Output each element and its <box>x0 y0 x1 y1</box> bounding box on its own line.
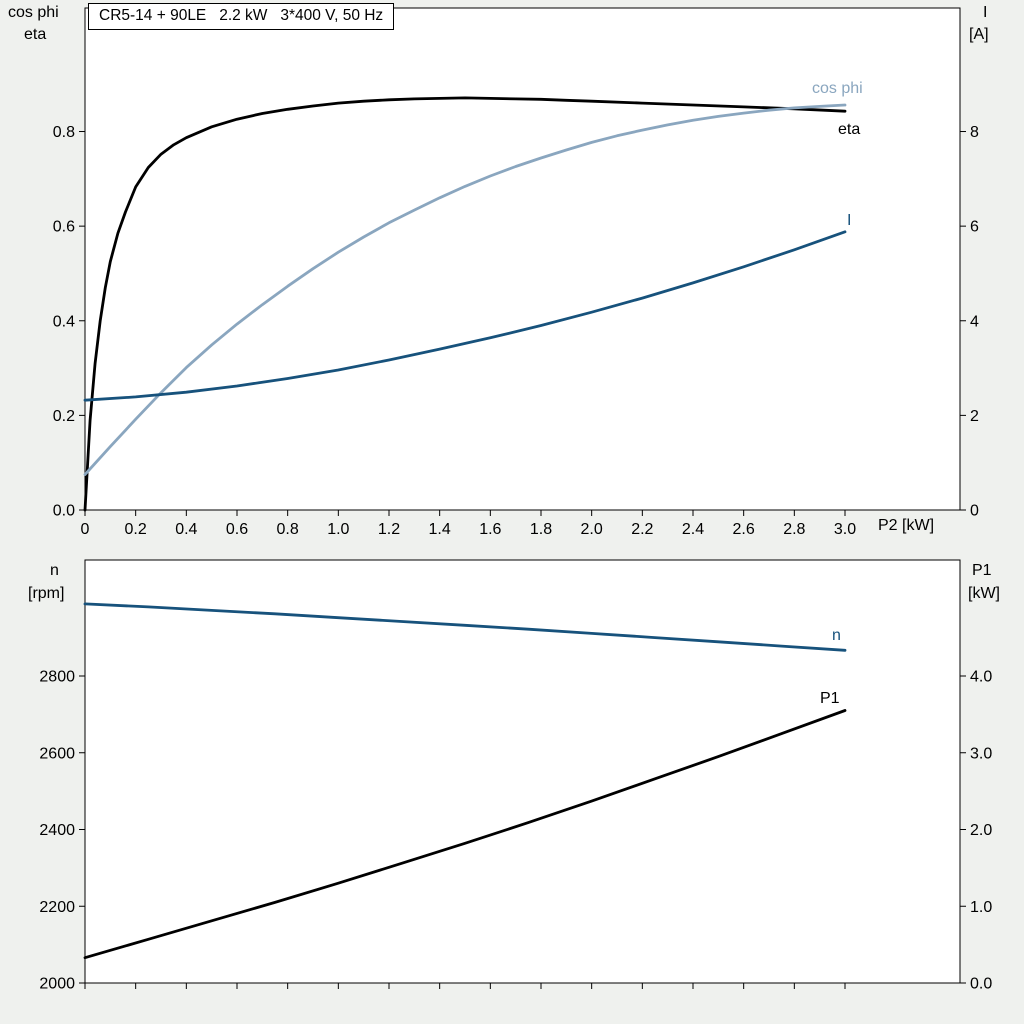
left-tick-label: 0.2 <box>53 408 75 425</box>
curve-eta <box>83 96 847 512</box>
x-tick-label: 0.2 <box>125 521 147 538</box>
right-tick-label: 2.0 <box>970 822 992 839</box>
left-tick-label: 0.6 <box>53 219 75 236</box>
series-label-current: I <box>847 212 852 229</box>
left-tick-label: 0.4 <box>53 313 75 330</box>
x-tick-label: 1.6 <box>479 521 501 538</box>
x-axis-label-p2: P2 [kW] <box>878 517 935 534</box>
x-tick-label: 1.2 <box>378 521 400 538</box>
left-tick-label: 2600 <box>39 745 75 762</box>
right-tick-label: 6 <box>970 219 979 236</box>
top-right-axis-header-line1: I <box>983 4 988 21</box>
x-tick-label: 0.6 <box>226 521 248 538</box>
bottom-right-axis-header-line1: P1 <box>972 562 992 579</box>
bottom-left-axis-header-line2: [rpm] <box>28 585 65 602</box>
bottom-right-axis-header-line2: [kW] <box>968 585 1000 602</box>
plot-frame <box>84 559 961 984</box>
series-label-speed: n <box>832 627 841 644</box>
series-label-p1: P1 <box>820 690 840 707</box>
left-tick-label: 0.8 <box>53 124 75 141</box>
right-tick-label: 0.0 <box>970 976 992 993</box>
x-tick-label: 2.6 <box>733 521 755 538</box>
right-tick-label: 2 <box>970 408 979 425</box>
curve-cos-phi <box>83 103 847 476</box>
left-tick-label: 2800 <box>39 669 75 686</box>
x-tick-label: 2.0 <box>581 521 603 538</box>
x-tick-label: 2.8 <box>783 521 805 538</box>
right-tick-label: 8 <box>970 124 979 141</box>
left-tick-label: 0.0 <box>53 503 75 520</box>
x-tick-label: 2.4 <box>682 521 704 538</box>
right-tick-label: 0 <box>970 503 979 520</box>
left-tick-label: 2200 <box>39 899 75 916</box>
x-tick-label: 1.8 <box>530 521 552 538</box>
x-tick-label: 0 <box>81 521 90 538</box>
x-tick-label: 1.4 <box>429 521 451 538</box>
curve-n <box>83 602 847 652</box>
right-tick-label: 4.0 <box>970 669 992 686</box>
plot-frame <box>84 7 961 511</box>
top-left-axis-header-line1: cos phi <box>8 4 59 21</box>
series-label-cos-phi: cos phi <box>812 80 863 97</box>
curve-P1 <box>83 709 847 960</box>
top-right-axis-header-line2: [A] <box>969 26 989 43</box>
right-tick-label: 1.0 <box>970 899 992 916</box>
x-tick-label: 0.4 <box>175 521 197 538</box>
x-tick-label: 1.0 <box>327 521 349 538</box>
right-tick-label: 3.0 <box>970 745 992 762</box>
x-tick-label: 0.8 <box>277 521 299 538</box>
x-tick-label: 3.0 <box>834 521 856 538</box>
bottom-left-axis-header-line1: n <box>50 562 59 579</box>
chart-title-box: CR5-14 + 90LE 2.2 kW 3*400 V, 50 Hz <box>88 3 395 30</box>
series-label-eta: eta <box>838 121 861 138</box>
x-tick-label: 2.2 <box>631 521 653 538</box>
top-left-axis-header-line2: eta <box>24 26 47 43</box>
right-tick-label: 4 <box>970 313 979 330</box>
curve-I <box>83 230 847 402</box>
left-tick-label: 2400 <box>39 822 75 839</box>
left-tick-label: 2000 <box>39 976 75 993</box>
